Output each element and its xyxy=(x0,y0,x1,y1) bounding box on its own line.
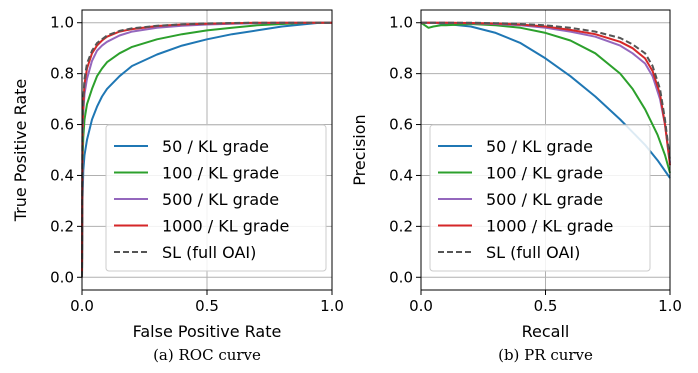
roc-y-tick-label-0: 0.0 xyxy=(50,268,74,286)
roc-x-tick-label-0: 0.0 xyxy=(70,297,94,315)
pr-legend-label-4: SL (full OAI) xyxy=(486,243,580,262)
roc-y-tick-label-5: 1.0 xyxy=(50,14,74,32)
roc-chart: 0.0 0.5 1.0 0.0 0.2 0.4 0.6 0.8 1.0 False Positi… xyxy=(11,9,344,364)
roc-legend-label-3: 1000 / KL grade xyxy=(162,217,289,236)
pr-y-axis-label: Precision xyxy=(350,114,369,185)
roc-series-line-1 xyxy=(81,21,332,278)
pr-series-line-4 xyxy=(421,21,671,161)
pr-y-tick-label-0: 0.0 xyxy=(389,268,413,286)
roc-legend-label-1: 100 / KL grade xyxy=(162,164,279,183)
roc-series-line-0 xyxy=(81,21,332,278)
pr-legend-label-2: 500 / KL grade xyxy=(486,190,603,209)
roc-caption: (a) ROC curve xyxy=(153,346,261,364)
pr-chart: 0.0 0.5 1.0 0.0 0.2 0.4 0.6 0.8 1.0 Recall Preci… xyxy=(350,9,682,364)
roc-x-axis-label: False Positive Rate xyxy=(133,322,282,341)
roc-y-tick-label-2: 0.4 xyxy=(50,166,74,184)
pr-x-tick-label-1: 0.5 xyxy=(534,297,558,315)
pr-x-axis-label: Recall xyxy=(522,322,570,341)
pr-caption: (b) PR curve xyxy=(498,346,593,364)
roc-legend-box xyxy=(105,124,327,272)
roc-x-tick-label-2: 1.0 xyxy=(320,297,344,315)
pr-x-tick-label-0: 0.0 xyxy=(409,297,433,315)
roc-y-axis-label: True Positive Rate xyxy=(11,79,30,223)
pr-y-tick-label-5: 1.0 xyxy=(389,14,413,32)
pr-legend-box xyxy=(429,124,651,272)
pr-legend-label-1: 100 / KL grade xyxy=(486,164,603,183)
roc-x-tick-label-1: 0.5 xyxy=(195,297,219,315)
roc-curves xyxy=(81,21,332,278)
roc-y-tick-label-1: 0.2 xyxy=(50,217,74,235)
roc-legend: 50 / KL grade 100 / KL grade 500 / KL grad… xyxy=(105,124,327,272)
roc-legend-label-0: 50 / KL grade xyxy=(162,137,269,156)
roc-legend-label-4: SL (full OAI) xyxy=(162,243,256,262)
pr-series-line-1 xyxy=(420,21,671,174)
pr-y-tick-label-3: 0.6 xyxy=(389,116,413,134)
roc-y-tick-label-3: 0.6 xyxy=(50,116,74,134)
roc-legend-label-2: 500 / KL grade xyxy=(162,190,279,209)
roc-y-tick-label-4: 0.8 xyxy=(50,65,74,83)
pr-legend: 50 / KL grade 100 / KL grade 500 / KL grad… xyxy=(429,124,651,272)
pr-y-tick-label-1: 0.2 xyxy=(389,217,413,235)
pr-legend-label-3: 1000 / KL grade xyxy=(486,217,613,236)
roc-ticks: 0.0 0.5 1.0 0.0 0.2 0.4 0.6 0.8 1.0 xyxy=(50,14,344,315)
pr-y-tick-label-2: 0.4 xyxy=(389,166,413,184)
pr-y-tick-label-4: 0.8 xyxy=(389,65,413,83)
pr-legend-label-0: 50 / KL grade xyxy=(486,137,593,156)
roc-series-line-4 xyxy=(81,21,332,278)
pr-ticks: 0.0 0.5 1.0 0.0 0.2 0.4 0.6 0.8 1.0 xyxy=(389,14,682,315)
pr-x-tick-label-2: 1.0 xyxy=(658,297,682,315)
